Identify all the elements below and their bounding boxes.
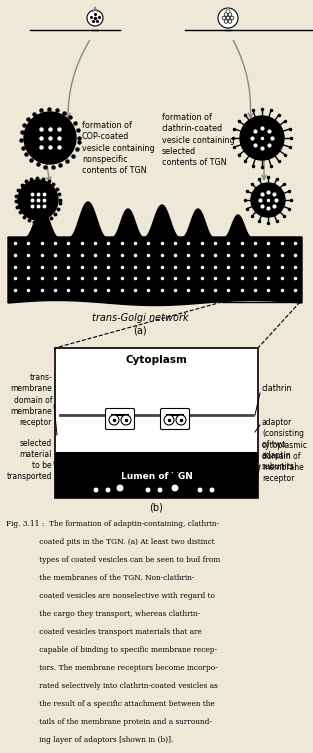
Text: tors. The membrane receptors become incorpo-: tors. The membrane receptors become inco… [6,664,218,672]
Circle shape [121,415,131,425]
Circle shape [228,13,232,17]
FancyBboxPatch shape [105,408,135,429]
Text: (a): (a) [133,325,147,335]
Circle shape [222,17,226,20]
Circle shape [218,8,238,28]
Circle shape [230,17,234,20]
Circle shape [105,487,111,493]
Circle shape [24,112,76,164]
Circle shape [240,116,284,160]
Circle shape [176,415,186,425]
Circle shape [226,17,230,20]
Circle shape [197,487,203,493]
Text: the membranes of the TGN. Non-clathrin-: the membranes of the TGN. Non-clathrin- [6,574,194,582]
Circle shape [228,20,232,23]
Text: types of coated vesicles can be seen to bud from: types of coated vesicles can be seen to … [6,556,220,564]
Circle shape [209,487,215,493]
Text: coated vesicles transport materials that are: coated vesicles transport materials that… [6,628,202,636]
Text: trans-Golgi network: trans-Golgi network [92,313,188,323]
Text: Lumen of TGN: Lumen of TGN [121,471,192,480]
Circle shape [251,183,285,217]
Text: formation of
COP-coated
vesicle containing
nonspecific
contents of TGN: formation of COP-coated vesicle containi… [82,121,155,175]
Circle shape [157,487,163,493]
FancyBboxPatch shape [161,408,189,429]
Circle shape [87,10,103,26]
Circle shape [224,20,228,23]
Text: tails of the membrane protein and a surround-: tails of the membrane protein and a surr… [6,718,212,726]
Text: (b): (b) [150,503,163,513]
Text: Cytoplasm: Cytoplasm [126,355,187,365]
Text: capable of binding to specific membrane recep-: capable of binding to specific membrane … [6,646,217,654]
Text: clathrin: clathrin [262,383,293,392]
Circle shape [171,484,179,492]
Polygon shape [8,202,302,306]
Bar [222,237,300,302]
Circle shape [145,487,151,493]
Text: adaptor
(consisting
of two
adaptin
subunits): adaptor (consisting of two adaptin subun… [262,418,304,471]
Text: rated selectively into clathrin-coated vesicles as: rated selectively into clathrin-coated v… [6,682,218,690]
Bar [55,453,258,498]
Text: formation of
clathrin-coated
vesicle containing
selected
contents of TGN: formation of clathrin-coated vesicle con… [162,113,235,166]
Circle shape [18,180,58,220]
Circle shape [109,415,119,425]
Bar [55,348,258,498]
Text: trans-
membrane
domain of
membrane
receptor: trans- membrane domain of membrane recep… [10,373,52,427]
Text: the cargo they transport, whereas clathrin-: the cargo they transport, whereas clathr… [6,610,200,618]
Text: coated pits in the TGN. (a) At least two distinct: coated pits in the TGN. (a) At least two… [6,538,215,546]
Circle shape [164,415,174,425]
Text: Fig. 3.11 :  The formation of adaptin-containing, clathrin-: Fig. 3.11 : The formation of adaptin-con… [6,520,219,528]
Text: cytoplasmic
domain of
membrane
receptor: cytoplasmic domain of membrane receptor [262,441,308,483]
Circle shape [224,13,228,17]
Text: selected
material
to be
transported: selected material to be transported [7,439,52,481]
Circle shape [116,484,124,492]
Circle shape [93,487,99,493]
Text: coated vesicles are nonselective with regard to: coated vesicles are nonselective with re… [6,592,215,600]
Text: the result of a specific attachment between the: the result of a specific attachment betw… [6,700,215,708]
Text: ing layer of adaptors [shown in (b)].: ing layer of adaptors [shown in (b)]. [6,736,173,744]
